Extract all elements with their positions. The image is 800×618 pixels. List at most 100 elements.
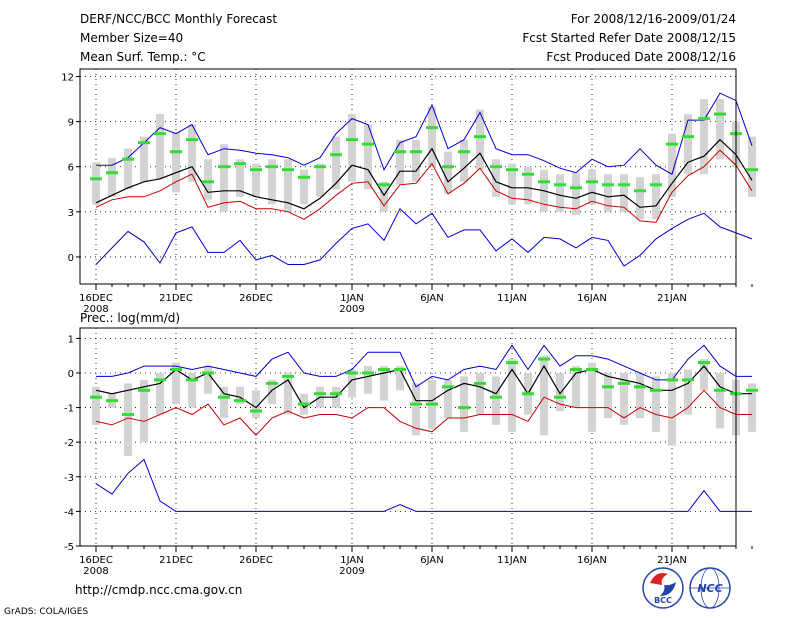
prec-xtick-label: 16DEC (79, 555, 113, 566)
prec-obs-marker (202, 371, 214, 375)
prec-spread-box (204, 366, 212, 394)
temp-ytick-label: 6 (68, 163, 74, 174)
prec-obs-marker (682, 378, 694, 382)
bcc-logo-text: BCC (654, 596, 672, 605)
prec-obs-marker (650, 388, 662, 392)
temp-obs-marker (698, 117, 710, 121)
prec-ytick-label: -3 (64, 473, 74, 484)
temp-max-line (96, 92, 753, 175)
prec-obs-marker (266, 381, 278, 385)
prec-obs-marker (234, 399, 246, 403)
prec-obs-marker (490, 395, 502, 399)
prec-ytick-label: -5 (64, 542, 74, 553)
temp-obs-marker (186, 138, 198, 142)
prec-spread-box (716, 372, 724, 429)
temp-obs-marker (122, 157, 134, 161)
prec-spread-box (172, 362, 180, 405)
temp-spread-box (444, 151, 452, 194)
temp-obs-marker (506, 168, 518, 172)
forecast-period: For 2008/12/16-2009/01/24 (571, 12, 736, 26)
temp-obs-marker (746, 168, 758, 172)
temp-spread-box (380, 181, 388, 212)
temp-obs-marker (586, 180, 598, 184)
temp-obs-marker (138, 141, 150, 145)
prec-obs-marker (346, 371, 358, 375)
prec-xtick-year: 2009 (339, 566, 364, 577)
fcst-produced-date: Fcst Produced Date 2008/12/16 (546, 50, 736, 64)
temp-obs-marker (378, 183, 390, 187)
temp-spread-box (332, 136, 340, 190)
temp-spread-box (412, 139, 420, 182)
prec-spread-box (444, 379, 452, 418)
temp-obs-marker (106, 171, 118, 175)
temp-xtick-label: 6JAN (420, 293, 443, 304)
temp-spread-box (92, 162, 100, 205)
prec-spread-box (124, 383, 132, 457)
temp-spread-box (204, 159, 212, 200)
prec-spread-box (540, 355, 548, 436)
temp-spread-box (188, 124, 196, 182)
prec-spread-box (556, 372, 564, 412)
prec-obs-marker (426, 402, 438, 406)
temp-spread-box (172, 132, 180, 193)
temp-obs-marker (250, 168, 262, 172)
prec-obs-marker (698, 361, 710, 365)
temp-spread-box (300, 169, 308, 205)
temp-spread-box (684, 114, 692, 175)
prec-spread-box (412, 383, 420, 436)
prec-obs-marker (250, 409, 262, 413)
prec-spread-box (284, 372, 292, 415)
prec-obs-marker (474, 381, 486, 385)
prec-obs-marker (634, 385, 646, 389)
prec-spread-box (380, 366, 388, 401)
prec-obs-marker (138, 388, 150, 392)
temp-obs-marker (570, 186, 582, 190)
temp-spread-box (716, 99, 724, 160)
prec-xtick-label: 6JAN (420, 555, 443, 566)
temp-xtick-label: 26DEC (239, 293, 273, 304)
prec-obs-marker (570, 368, 582, 372)
prec-obs-marker (314, 392, 326, 396)
temp-spread-box (364, 124, 372, 190)
precip-label: Prec.: log(mm/d) (80, 311, 180, 325)
prec-obs-marker (618, 381, 630, 385)
temp-spread-box (428, 106, 436, 167)
prec-xtick-label: 26DEC (239, 555, 273, 566)
temp-obs-marker (394, 150, 406, 154)
prec-obs-marker (554, 395, 566, 399)
prec-spread-box (588, 362, 596, 432)
temp-obs-marker (602, 183, 614, 187)
temp-lower-line (95, 207, 753, 267)
temp-obs-marker (154, 132, 166, 136)
prec-obs-marker (186, 378, 198, 382)
prec-spread-box (492, 376, 500, 425)
prec-frame (79, 327, 737, 547)
prec-obs-marker (394, 368, 406, 372)
temp-spread-box (572, 172, 580, 215)
prec-spread-box (700, 359, 708, 391)
chart-title: DERF/NCC/BCC Monthly Forecast (80, 12, 277, 26)
bcc-logo-swirl-red (650, 573, 668, 585)
prec-obs-marker (378, 368, 390, 372)
temp-xtick-year: 2008 (83, 304, 108, 315)
temp-obs-marker (362, 142, 374, 146)
prec-obs-marker (714, 388, 726, 392)
temp-spread-box (268, 159, 276, 205)
bcc-logo-swirl-blue (660, 582, 676, 596)
temp-mean-line (95, 138, 753, 210)
prec-obs-marker (586, 368, 598, 372)
prec-spread-box (668, 372, 676, 446)
temp-spread-box (124, 148, 132, 190)
temp-obs-marker (442, 165, 454, 169)
temp-spread-box (108, 157, 116, 197)
prec-spread-box (396, 366, 404, 391)
prec-spread-box (572, 366, 580, 408)
temp-spread-box (668, 133, 676, 197)
bcc-logo: BCC (642, 567, 684, 609)
prec-spread-box (236, 386, 244, 405)
prec-obs-marker (362, 371, 374, 375)
prec-obs-marker (122, 413, 134, 417)
temp-spread-box (316, 163, 324, 197)
ncc-logo: NCC (689, 567, 731, 609)
temp-obs-marker (298, 175, 310, 179)
